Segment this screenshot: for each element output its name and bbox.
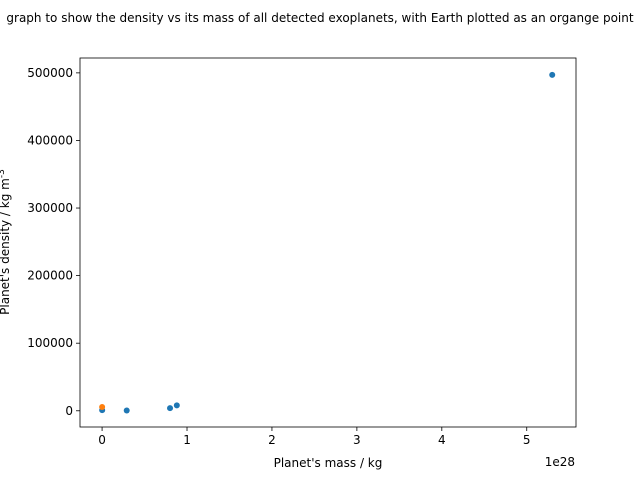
y-tick-label: 100000 — [27, 336, 73, 350]
x-tick-label: 4 — [438, 433, 446, 447]
y-tick-label: 400000 — [27, 133, 73, 147]
x-axis-label: Planet's mass / kg — [274, 456, 383, 470]
y-axis-ticks: 0 100000 200000 300000 400000 500000 — [27, 66, 80, 418]
y-tick-label: 300000 — [27, 201, 73, 215]
y-tick-label: 200000 — [27, 269, 73, 283]
exoplanet-point — [173, 402, 180, 409]
plot-area — [79, 57, 577, 428]
y-tick-label: 500000 — [27, 66, 73, 80]
earth-point — [99, 404, 106, 411]
x-tick-label: 0 — [98, 433, 106, 447]
x-tick-label: 1 — [183, 433, 191, 447]
x-axis-ticks: 0 1 2 3 4 5 — [98, 427, 531, 447]
exoplanet-point — [123, 407, 130, 414]
x-tick-label: 2 — [268, 433, 276, 447]
data-points — [99, 71, 556, 414]
x-tick-label: 3 — [353, 433, 361, 447]
chart-title: graph to show the density vs its mass of… — [6, 11, 633, 25]
exoplanet-point — [167, 405, 174, 412]
x-axis-offset-label: 1e28 — [545, 455, 575, 469]
exoplanet-point — [549, 71, 556, 78]
y-axis-label-exponent: -3 — [0, 169, 7, 178]
y-axis-label-text: Planet's density / kg m — [0, 178, 12, 315]
y-tick-label: 0 — [65, 404, 73, 418]
y-axis-label: Planet's density / kg m-3 — [0, 169, 12, 315]
x-tick-label: 5 — [523, 433, 531, 447]
